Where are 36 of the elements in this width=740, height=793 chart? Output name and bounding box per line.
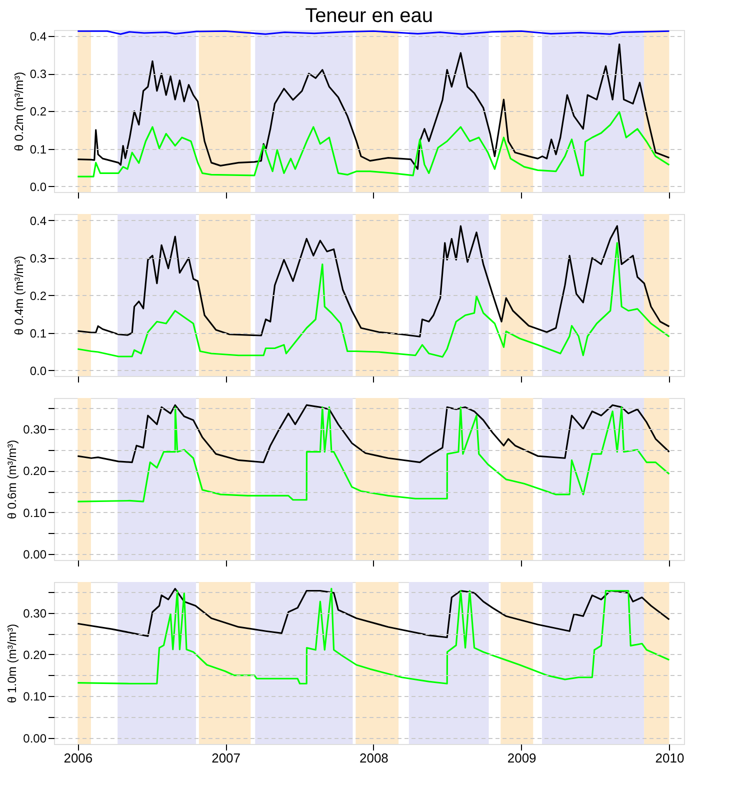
line-series [76,225,670,338]
y-tick-label: 0.2 [30,288,47,303]
y-tick-label: 0.30 [23,422,47,436]
y-tick-label: 0.3 [30,251,47,266]
line-series [76,404,670,464]
y-tick-label: 0.0 [30,180,47,194]
y-tick-label: 0.0 [30,364,47,378]
line-series [76,43,670,170]
y-tick-label: 0.00 [23,548,47,562]
x-tick-label: 2006 [64,750,93,766]
y-tick-label: 0.30 [23,606,47,620]
y-tick-label: 0.1 [30,326,47,340]
x-tick-label: 2010 [655,750,684,766]
y-tick-label: 0.20 [23,648,47,662]
y-tick-label: 0.3 [30,67,47,82]
x-tick-label: 2008 [359,750,388,766]
y-axis-title: θ 1.0m (m³/m³) [5,624,20,704]
y-tick-label: 0.10 [23,690,47,704]
y-tick-label: 0.00 [23,731,47,746]
y-tick-label: 0.4 [30,30,47,44]
y-axis-title: θ 0.2m (m³/m³) [12,72,26,152]
y-tick-label: 0.10 [23,506,47,520]
y-tick-label: 0.20 [23,464,47,478]
y-axis-title: θ 0.6m (m³/m³) [5,440,20,520]
chart-title: Teneur en eau [305,5,433,27]
line-series [76,588,670,638]
line-series [76,242,670,358]
line-series [76,111,670,178]
line-series [76,406,670,502]
y-axis-title: θ 0.4m (m³/m³) [12,256,26,336]
y-tick-label: 0.1 [30,142,47,156]
x-tick-label: 2009 [507,750,536,766]
x-tick-label: 2007 [212,750,241,766]
y-tick-label: 0.2 [30,104,47,119]
line-series [76,588,670,684]
y-tick-label: 0.4 [30,214,47,228]
